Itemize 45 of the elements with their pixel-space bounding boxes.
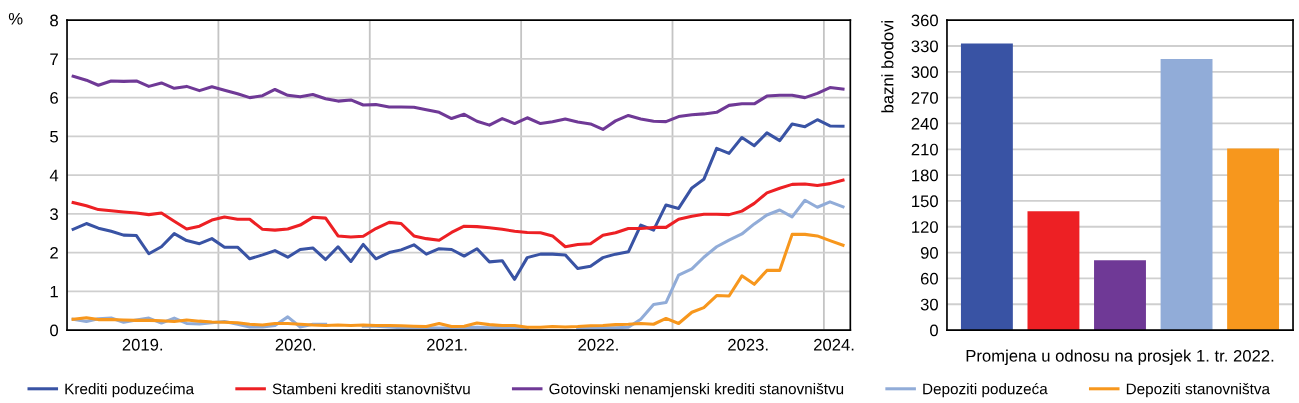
y-tick-label: 360: [911, 14, 938, 27]
bar: [1227, 148, 1280, 331]
y-tick-label: 300: [911, 66, 938, 78]
y-tick-label: 330: [911, 40, 938, 53]
y-axis-title: %: [8, 12, 23, 25]
legend-label: Krediti poduzećima: [65, 382, 195, 398]
x-tick-label: 2024.: [814, 338, 854, 351]
y-tick-label: 1: [50, 285, 58, 298]
y-tick-label: 4: [49, 169, 59, 182]
legend-label: Gotovinski nenamjenski krediti stanovništvu: [549, 383, 844, 398]
y-tick-label: 90: [920, 246, 938, 259]
x-tick-label: 2021.: [427, 338, 467, 351]
y-tick-label: 60: [920, 272, 938, 285]
y-tick-label: 270: [911, 92, 938, 104]
y-tick-label: 240: [911, 117, 938, 130]
line-series: [71, 74, 845, 131]
line-series: [71, 118, 845, 281]
bar: [1027, 211, 1080, 331]
x-tick-label: 2019.: [122, 338, 163, 351]
x-tick-label: 2023.: [728, 338, 768, 351]
y-tick-label: 180: [912, 169, 938, 182]
y-tick-label: 210: [911, 143, 938, 156]
x-axis-title: Promjena u odnosu na prosjek 1. tr. 2022.: [966, 349, 1274, 366]
line-series: [71, 232, 845, 329]
x-tick-label: 2020.: [275, 338, 316, 351]
y-tick-label: 7: [50, 53, 58, 65]
y-tick-label: 8: [50, 14, 58, 27]
y-tick-label: 150: [912, 195, 938, 208]
line-series: [71, 178, 845, 249]
bar: [1160, 58, 1213, 331]
y-axis-title: bazni bodovi: [881, 20, 894, 113]
legend-label: Depoziti stanovništva: [1126, 383, 1270, 398]
y-tick-label: 6: [50, 92, 58, 104]
y-tick-label: 2: [50, 246, 58, 259]
legend-label: Stambeni krediti stanovništvu: [272, 383, 470, 395]
y-tick-label: 3: [50, 208, 58, 221]
bar: [960, 43, 1013, 331]
bar: [1094, 260, 1146, 331]
y-tick-label: 0: [930, 324, 938, 337]
x-tick-label: 2022.: [578, 338, 618, 351]
y-tick-label: 120: [912, 221, 938, 233]
y-tick-label: 5: [50, 130, 58, 143]
legend-label: Depoziti poduzeća: [923, 382, 1048, 398]
y-tick-label: 30: [920, 298, 938, 311]
y-tick-label: 0: [50, 324, 59, 337]
